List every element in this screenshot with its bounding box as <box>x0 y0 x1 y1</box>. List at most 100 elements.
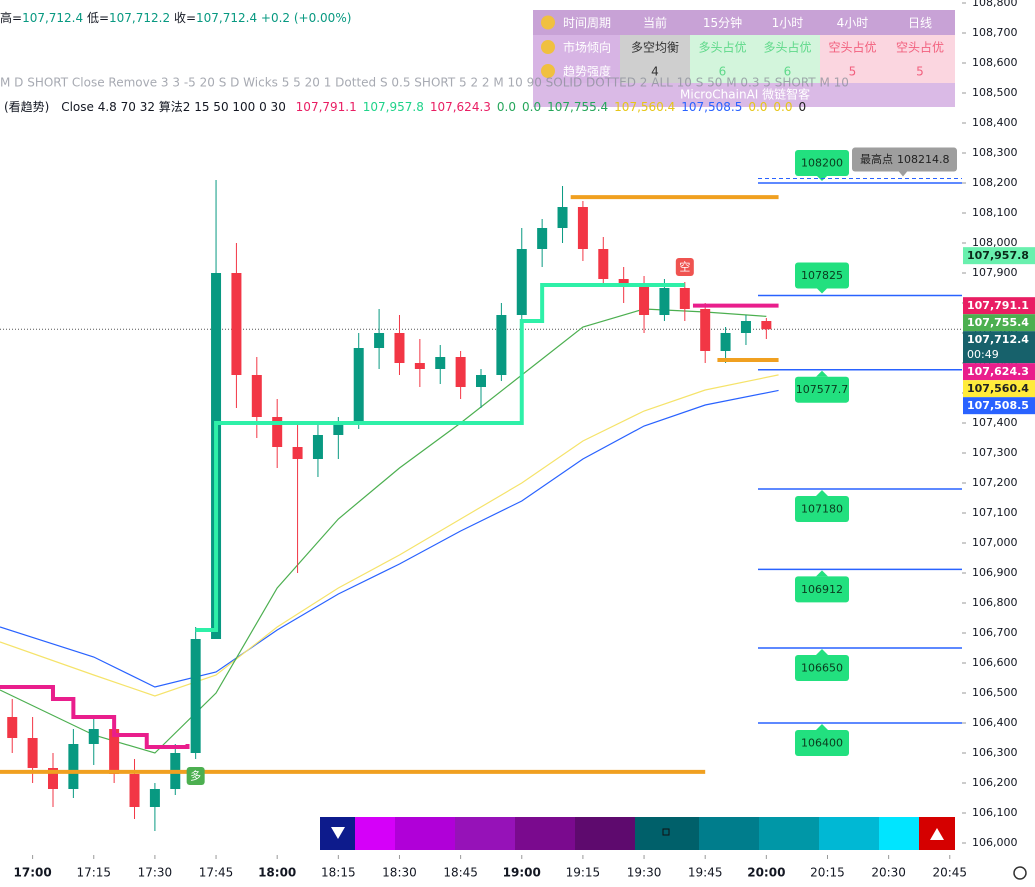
candle-body <box>109 729 120 774</box>
indicator-value: 0 <box>799 100 807 114</box>
level-box <box>795 150 849 176</box>
level-pointer <box>816 724 828 730</box>
level-pointer <box>816 649 828 655</box>
y-tick-label: 106,500 <box>972 686 1018 699</box>
ohlc-value: 107,712.4 <box>22 11 83 25</box>
x-tick-label: 19:30 <box>627 866 662 880</box>
change: +0.2 (+0.00%) <box>261 11 352 25</box>
candle-body <box>333 423 344 435</box>
bar-cell <box>819 817 879 850</box>
level-pointer <box>816 490 828 496</box>
candle-body <box>516 249 527 315</box>
level-label: 107180 <box>801 503 843 516</box>
x-tick-label: 18:30 <box>382 866 417 880</box>
indicator-value: 107,560.4 <box>614 100 675 114</box>
bar-cell <box>515 817 575 850</box>
y-tick-label: 108,200 <box>972 176 1018 189</box>
level-box <box>795 576 849 603</box>
y-tick-label: 107,900 <box>972 266 1018 279</box>
indicator-value: 107,508.5 <box>681 100 742 114</box>
price-tag <box>963 380 1035 398</box>
table-cell <box>885 10 955 35</box>
table-text: 多空均衡 <box>631 41 679 55</box>
y-tick-label: 107,300 <box>972 446 1018 459</box>
bar-cell <box>879 817 919 850</box>
y-tick-label: 106,000 <box>972 836 1018 849</box>
high-label: 最高点 <box>860 152 893 166</box>
level-box <box>795 496 849 522</box>
trend-line <box>0 685 190 749</box>
candle-body <box>598 249 609 279</box>
x-tick-label: 17:15 <box>76 866 111 880</box>
x-tick-label: 20:30 <box>871 866 906 880</box>
candle-body <box>374 333 385 348</box>
y-tick-label: 108,300 <box>972 146 1018 159</box>
bar-cell <box>575 817 635 850</box>
y-tick-label: 106,800 <box>972 596 1018 609</box>
table-text: 6 <box>784 65 792 79</box>
level-box <box>795 262 849 289</box>
y-tick-label: 106,300 <box>972 746 1018 759</box>
table-icon <box>541 40 555 54</box>
table-text: 1小时 <box>772 16 804 30</box>
high-box <box>852 147 957 172</box>
table-text: 日线 <box>908 16 932 30</box>
indicator-value: 0.0 <box>497 100 516 114</box>
indicator-params: Close 4.8 70 32 算法2 15 50 100 0 30 <box>61 99 286 114</box>
candle-body <box>190 639 201 753</box>
x-tick-label: 19:45 <box>688 866 723 880</box>
table-text: 4小时 <box>837 16 869 30</box>
price-tag <box>963 297 1035 315</box>
candle-body <box>68 744 79 789</box>
settings-icon[interactable] <box>1013 866 1027 880</box>
candle-body <box>740 321 751 333</box>
candle-body <box>577 207 588 249</box>
y-tick-label: 108,600 <box>972 56 1018 69</box>
price-tag-label: 107,624.3 <box>967 365 1029 378</box>
candle-body <box>557 207 568 228</box>
table-text: 市场倾向 <box>563 40 611 55</box>
table-cell <box>755 10 820 35</box>
x-tick-label: 20:15 <box>810 866 845 880</box>
level-label: 106400 <box>801 737 843 750</box>
table-text: 当前 <box>643 15 667 30</box>
indicator-line: (看趋势) Close 4.8 70 32 算法2 15 50 100 0 30… <box>4 99 806 114</box>
moving-average <box>0 308 767 754</box>
x-tick-label: 18:45 <box>443 866 478 880</box>
settings-line: M D SHORT Close Remove 3 3 -5 20 S D Wic… <box>0 76 849 90</box>
candle-body <box>496 315 507 375</box>
y-tick-label: 108,000 <box>972 236 1018 249</box>
x-tick-label: 18:15 <box>321 866 356 880</box>
table-text: 多头占优 <box>698 40 746 55</box>
table-cell <box>620 10 690 35</box>
y-tick-label: 108,400 <box>972 116 1018 129</box>
table-text: 4 <box>651 65 659 79</box>
ohlc-label: 高= <box>0 10 22 25</box>
table-cell <box>755 35 820 59</box>
candle-body <box>27 738 38 768</box>
x-tick-label: 17:30 <box>138 866 173 880</box>
level-label: 108200 <box>801 157 843 170</box>
price-tag-label: 107,957.8 <box>967 249 1029 262</box>
candle-body <box>88 729 99 744</box>
y-tick-label: 106,700 <box>972 626 1018 639</box>
y-tick-label: 106,200 <box>972 776 1018 789</box>
x-tick-label: 17:45 <box>199 866 234 880</box>
countdown: 00:49 <box>967 348 999 361</box>
y-tick-label: 108,800 <box>972 0 1018 9</box>
y-tick-label: 108,700 <box>972 26 1018 39</box>
level-label: 106912 <box>801 583 843 596</box>
table-icon <box>541 15 555 30</box>
y-tick-label: 108,500 <box>972 86 1018 99</box>
x-tick-label: 18:00 <box>258 866 296 880</box>
price-tag-label: 107,508.5 <box>967 399 1029 412</box>
table-text: 5 <box>849 65 857 79</box>
price-tag <box>963 247 1035 265</box>
table-text: 多头占优 <box>763 40 811 55</box>
candle-body <box>312 435 323 459</box>
ohlc-header: 高=107,712.4 低=107,712.2 收=107,712.4 +0.2… <box>0 10 351 25</box>
candle-body <box>129 774 140 807</box>
bar-cell <box>355 817 395 850</box>
